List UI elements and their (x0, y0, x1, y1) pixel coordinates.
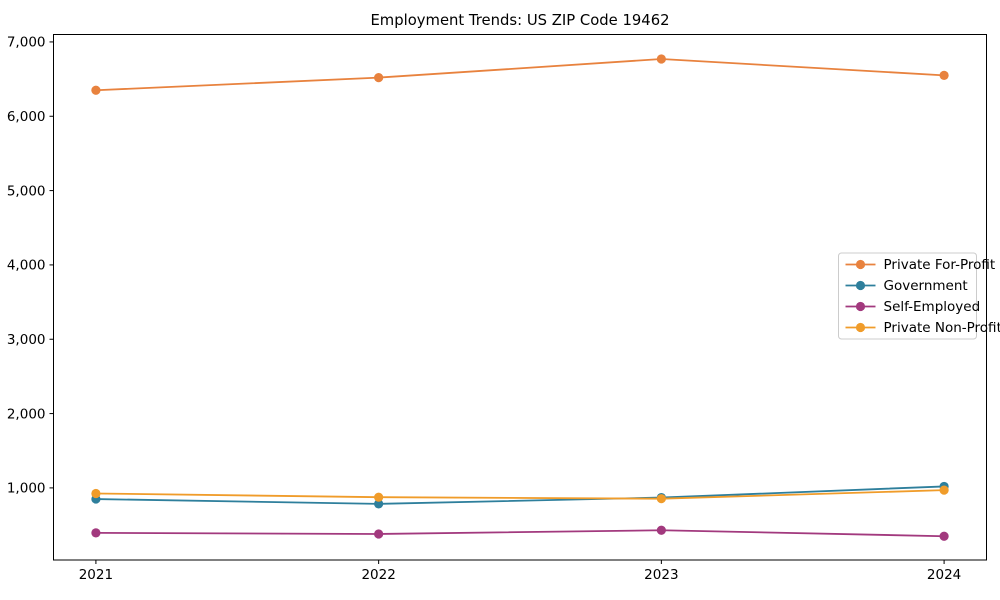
plot-area: 1,000 2,000 3,000 4,000 5,000 6,000 7,000 2021 2… (7, 34, 987, 583)
data-point-private-non-profit-2024 (939, 485, 949, 495)
legend-marker-self-employed (855, 301, 866, 312)
legend-entry-private-for-profit: Private For-Profit (845, 257, 996, 273)
series-private-for-profit (91, 54, 949, 95)
legend-entry-government: Government (845, 278, 968, 294)
legend-label-private-for-profit: Private For-Profit (884, 257, 996, 273)
y-tick-label: 7,000 (7, 35, 46, 51)
data-point-private-non-profit-2022 (374, 492, 384, 502)
legend-entry-self-employed: Self-Employed (845, 299, 981, 315)
y-tick-label: 6,000 (7, 109, 46, 125)
x-tick-label: 2024 (927, 567, 961, 583)
legend-marker-government (855, 280, 866, 291)
legend-label-private-non-profit: Private Non-Profit (884, 320, 1000, 336)
series-line-private-non-profit (95, 489, 945, 500)
y-tick-label: 2,000 (7, 406, 46, 422)
y-tick-label: 4,000 (7, 258, 46, 274)
legend-label-government: Government (884, 278, 968, 294)
series-self-employed (91, 525, 949, 541)
data-point-private-non-profit-2021 (91, 488, 101, 499)
data-point-private-for-profit-2023 (656, 54, 666, 64)
x-tick-label: 2023 (644, 567, 678, 583)
data-point-government-2022 (374, 499, 384, 509)
legend-box (838, 252, 977, 340)
data-point-private-for-profit-2021 (91, 85, 101, 95)
data-point-self-employed-2022 (374, 529, 384, 539)
chart-title: Employment Trends: US ZIP Code 19462 (370, 12, 669, 29)
data-point-self-employed-2024 (939, 531, 949, 541)
y-tick-label: 3,000 (7, 332, 46, 348)
series-line-self-employed (95, 529, 945, 538)
x-tick-label: 2022 (361, 567, 395, 583)
legend-label-self-employed: Self-Employed (884, 299, 981, 315)
y-tick-label: 5,000 (7, 183, 46, 199)
axes-frame (53, 34, 987, 561)
legend-entry-private-non-profit: Private Non-Profit (845, 320, 1000, 336)
data-point-self-employed-2021 (91, 528, 101, 538)
series-line-government (95, 485, 945, 505)
y-tick-label: 1,000 (7, 481, 46, 497)
legend-marker-private-non-profit (855, 322, 866, 333)
series-private-non-profit (91, 485, 949, 504)
data-point-self-employed-2023 (656, 525, 666, 535)
data-point-private-for-profit-2022 (374, 73, 384, 83)
data-point-private-for-profit-2024 (939, 70, 949, 80)
data-point-private-non-profit-2023 (656, 494, 666, 504)
series-line-private-for-profit (95, 58, 945, 92)
legend-marker-private-for-profit (855, 259, 866, 270)
x-tick-label: 2021 (79, 567, 113, 583)
legend: Private For-Profit Government Self-Employe… (838, 252, 1000, 340)
